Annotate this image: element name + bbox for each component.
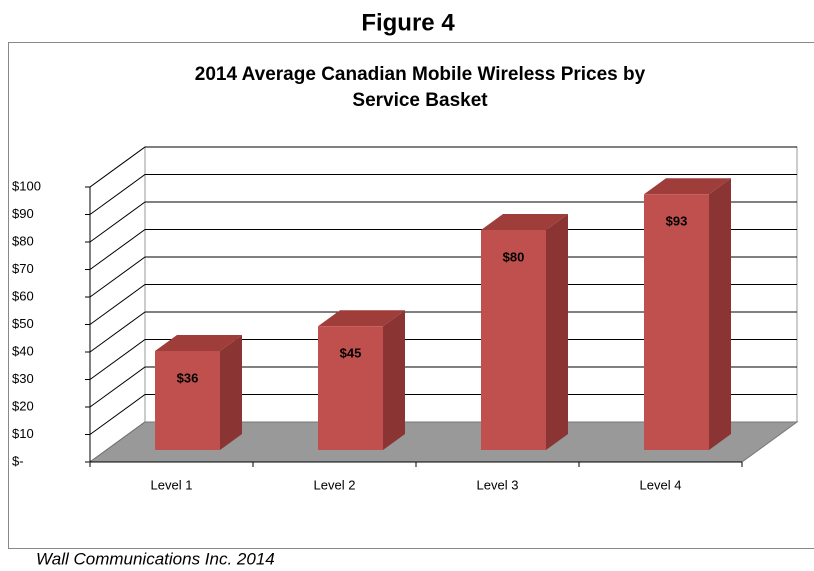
grid-line — [89, 174, 797, 215]
bar-top — [155, 335, 242, 351]
x-tick-label: Level 3 — [477, 477, 519, 492]
grid-line — [89, 229, 797, 270]
y-tick-label: $60 — [12, 288, 34, 303]
bar-side — [220, 335, 242, 450]
source-note: Wall Communications Inc. 2014 — [36, 549, 275, 568]
data-label: $45 — [340, 346, 362, 361]
bar-front — [644, 194, 709, 450]
x-tick-label: Level 1 — [151, 477, 193, 492]
y-tick-label: $20 — [12, 398, 34, 413]
bar-front — [318, 326, 383, 450]
data-label: $93 — [666, 214, 688, 229]
bar-top — [644, 178, 731, 195]
y-tick-label: $30 — [12, 371, 34, 386]
bar — [155, 335, 242, 450]
grid-line — [89, 366, 797, 408]
grid-line — [89, 284, 797, 325]
grid-line — [89, 311, 797, 353]
data-label: $36 — [177, 370, 199, 385]
y-tick-label: $- — [12, 453, 24, 468]
y-tick-label: $100 — [12, 178, 41, 193]
grid-line — [89, 146, 797, 188]
grid-line — [89, 256, 797, 298]
bar — [644, 178, 731, 450]
x-tick-label: Level 4 — [640, 477, 682, 492]
y-tick-label: $40 — [12, 343, 34, 358]
grid-line — [89, 201, 797, 243]
bar-front — [155, 351, 220, 450]
y-tick-label: $90 — [12, 206, 34, 221]
y-tick-label: $10 — [12, 426, 34, 441]
chart-title: Service Basket — [352, 90, 488, 111]
bar-side — [546, 214, 568, 450]
bar — [318, 310, 405, 450]
data-label: $80 — [503, 249, 525, 264]
bar-front — [481, 230, 546, 450]
bar-top — [318, 310, 405, 327]
figure-heading: Figure 4 — [361, 9, 455, 36]
x-tick-label: Level 2 — [314, 477, 356, 492]
grid-line — [89, 394, 797, 435]
bar — [481, 214, 568, 450]
bar-top — [481, 214, 568, 230]
bar-side — [383, 310, 405, 450]
y-tick-label: $80 — [12, 233, 34, 248]
bar-side — [709, 178, 731, 450]
chart-frame — [8, 42, 814, 549]
y-tick-label: $50 — [12, 316, 34, 331]
chart-title: 2014 Average Canadian Mobile Wireless Pr… — [195, 64, 646, 85]
y-tick-label: $70 — [12, 261, 34, 276]
grid-line — [89, 339, 797, 380]
